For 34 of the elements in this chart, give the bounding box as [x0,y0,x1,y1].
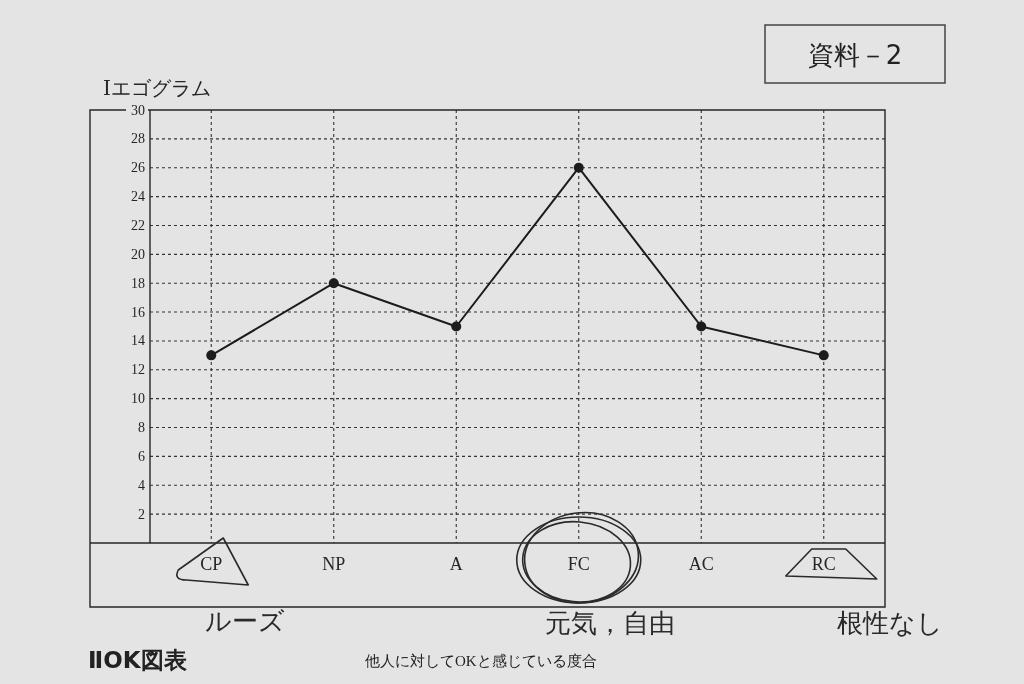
y-tick-label: 28 [131,131,145,147]
y-tick-label: 12 [131,362,145,378]
y-tick-label: 30 [131,102,145,118]
point [818,350,829,361]
y-tick-label: 6 [138,448,145,464]
y-tick-label: 2 [138,506,145,522]
y-tick-label: 18 [131,275,145,291]
y-tick-label: 8 [138,420,145,436]
text: ルーズ [205,606,285,636]
text: 他人に対してOKと感じている度合 [365,653,597,669]
y-tick-label: 16 [131,304,145,320]
chart-title: Ⅰエゴグラム [103,77,211,99]
point [696,321,707,332]
y-tick-label: 20 [131,246,145,262]
y-tick-label: 14 [131,333,145,349]
x-tick-label: CP [200,554,223,574]
y-tick-label: 24 [131,189,145,205]
point [573,162,584,173]
x-tick-label: NP [322,554,346,574]
point [328,278,339,289]
text: 資料－2 [807,40,903,70]
point [451,321,462,332]
x-tick-label: RC [811,554,836,574]
y-tick-label: 22 [131,217,145,233]
point [206,350,217,361]
y-tick-label: 26 [131,160,145,176]
text: 元気，自由 [545,608,675,638]
x-tick-label: AC [688,554,714,574]
y-tick-label: 10 [131,391,145,407]
x-tick-label: A [449,554,463,574]
x-tick-label: FC [567,554,590,574]
text: 根性なし [837,608,943,638]
y-tick-label: 4 [138,477,145,493]
text: ⅡOK図表 [88,647,187,673]
